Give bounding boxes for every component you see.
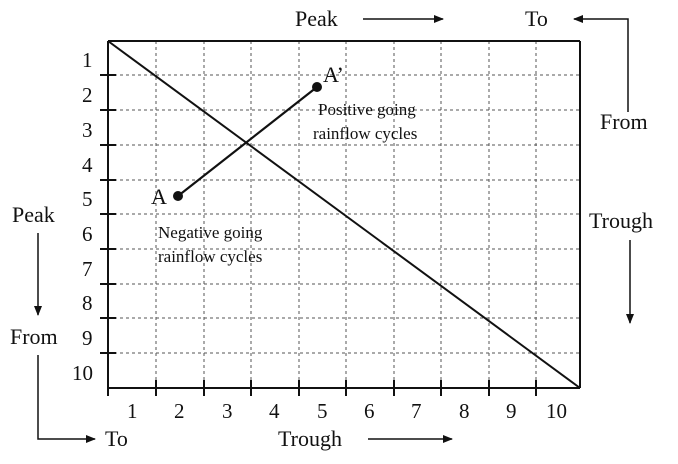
peak-top-label: Peak <box>295 6 338 31</box>
positive-cycles-line1: Positive going <box>318 100 416 119</box>
matrix-frame <box>107 40 581 396</box>
point-a-label: A <box>151 184 167 209</box>
row-numbers: 1 2 3 4 5 6 7 8 9 10 <box>72 48 93 385</box>
trough-right-label: Trough <box>589 208 653 233</box>
column-numbers: 1 2 3 4 5 6 7 8 9 10 <box>127 399 567 423</box>
to-from-arrow <box>573 15 629 112</box>
peak-left-label: Peak <box>12 202 55 227</box>
from-to-arrow <box>37 355 96 443</box>
row-label: 2 <box>82 83 93 107</box>
row-label: 10 <box>72 361 93 385</box>
point-a-dot <box>173 191 183 201</box>
diagonal-line <box>107 40 581 389</box>
column-label: 6 <box>364 399 375 423</box>
row-label: 7 <box>82 257 93 281</box>
positive-cycles-line2: rainflow cycles <box>313 124 417 143</box>
column-label: 4 <box>269 399 280 423</box>
column-label: 1 <box>127 399 138 423</box>
row-label: 8 <box>82 291 93 315</box>
negative-cycles-line2: rainflow cycles <box>158 247 262 266</box>
row-label: 4 <box>82 153 93 177</box>
from-right-label: From <box>600 109 648 134</box>
row-label: 1 <box>82 48 93 72</box>
row-label: 9 <box>82 326 93 350</box>
point-a-prime-dot <box>312 82 322 92</box>
negative-cycles-line1: Negative going <box>158 223 263 242</box>
trough-bottom-label: Trough <box>278 426 342 451</box>
column-label: 3 <box>222 399 233 423</box>
column-label: 8 <box>459 399 470 423</box>
from-left-label: From <box>10 324 58 349</box>
row-label: 3 <box>82 118 93 142</box>
column-label: 5 <box>317 399 328 423</box>
to-top-label: To <box>525 6 548 31</box>
point-a-prime-label: A’ <box>323 62 344 87</box>
column-label: 10 <box>546 399 567 423</box>
to-bottom-label: To <box>105 426 128 451</box>
row-label: 6 <box>82 222 93 246</box>
row-label: 5 <box>82 187 93 211</box>
column-label: 7 <box>411 399 422 423</box>
cycle-segment <box>177 86 318 197</box>
column-label: 2 <box>174 399 185 423</box>
column-label: 9 <box>506 399 517 423</box>
